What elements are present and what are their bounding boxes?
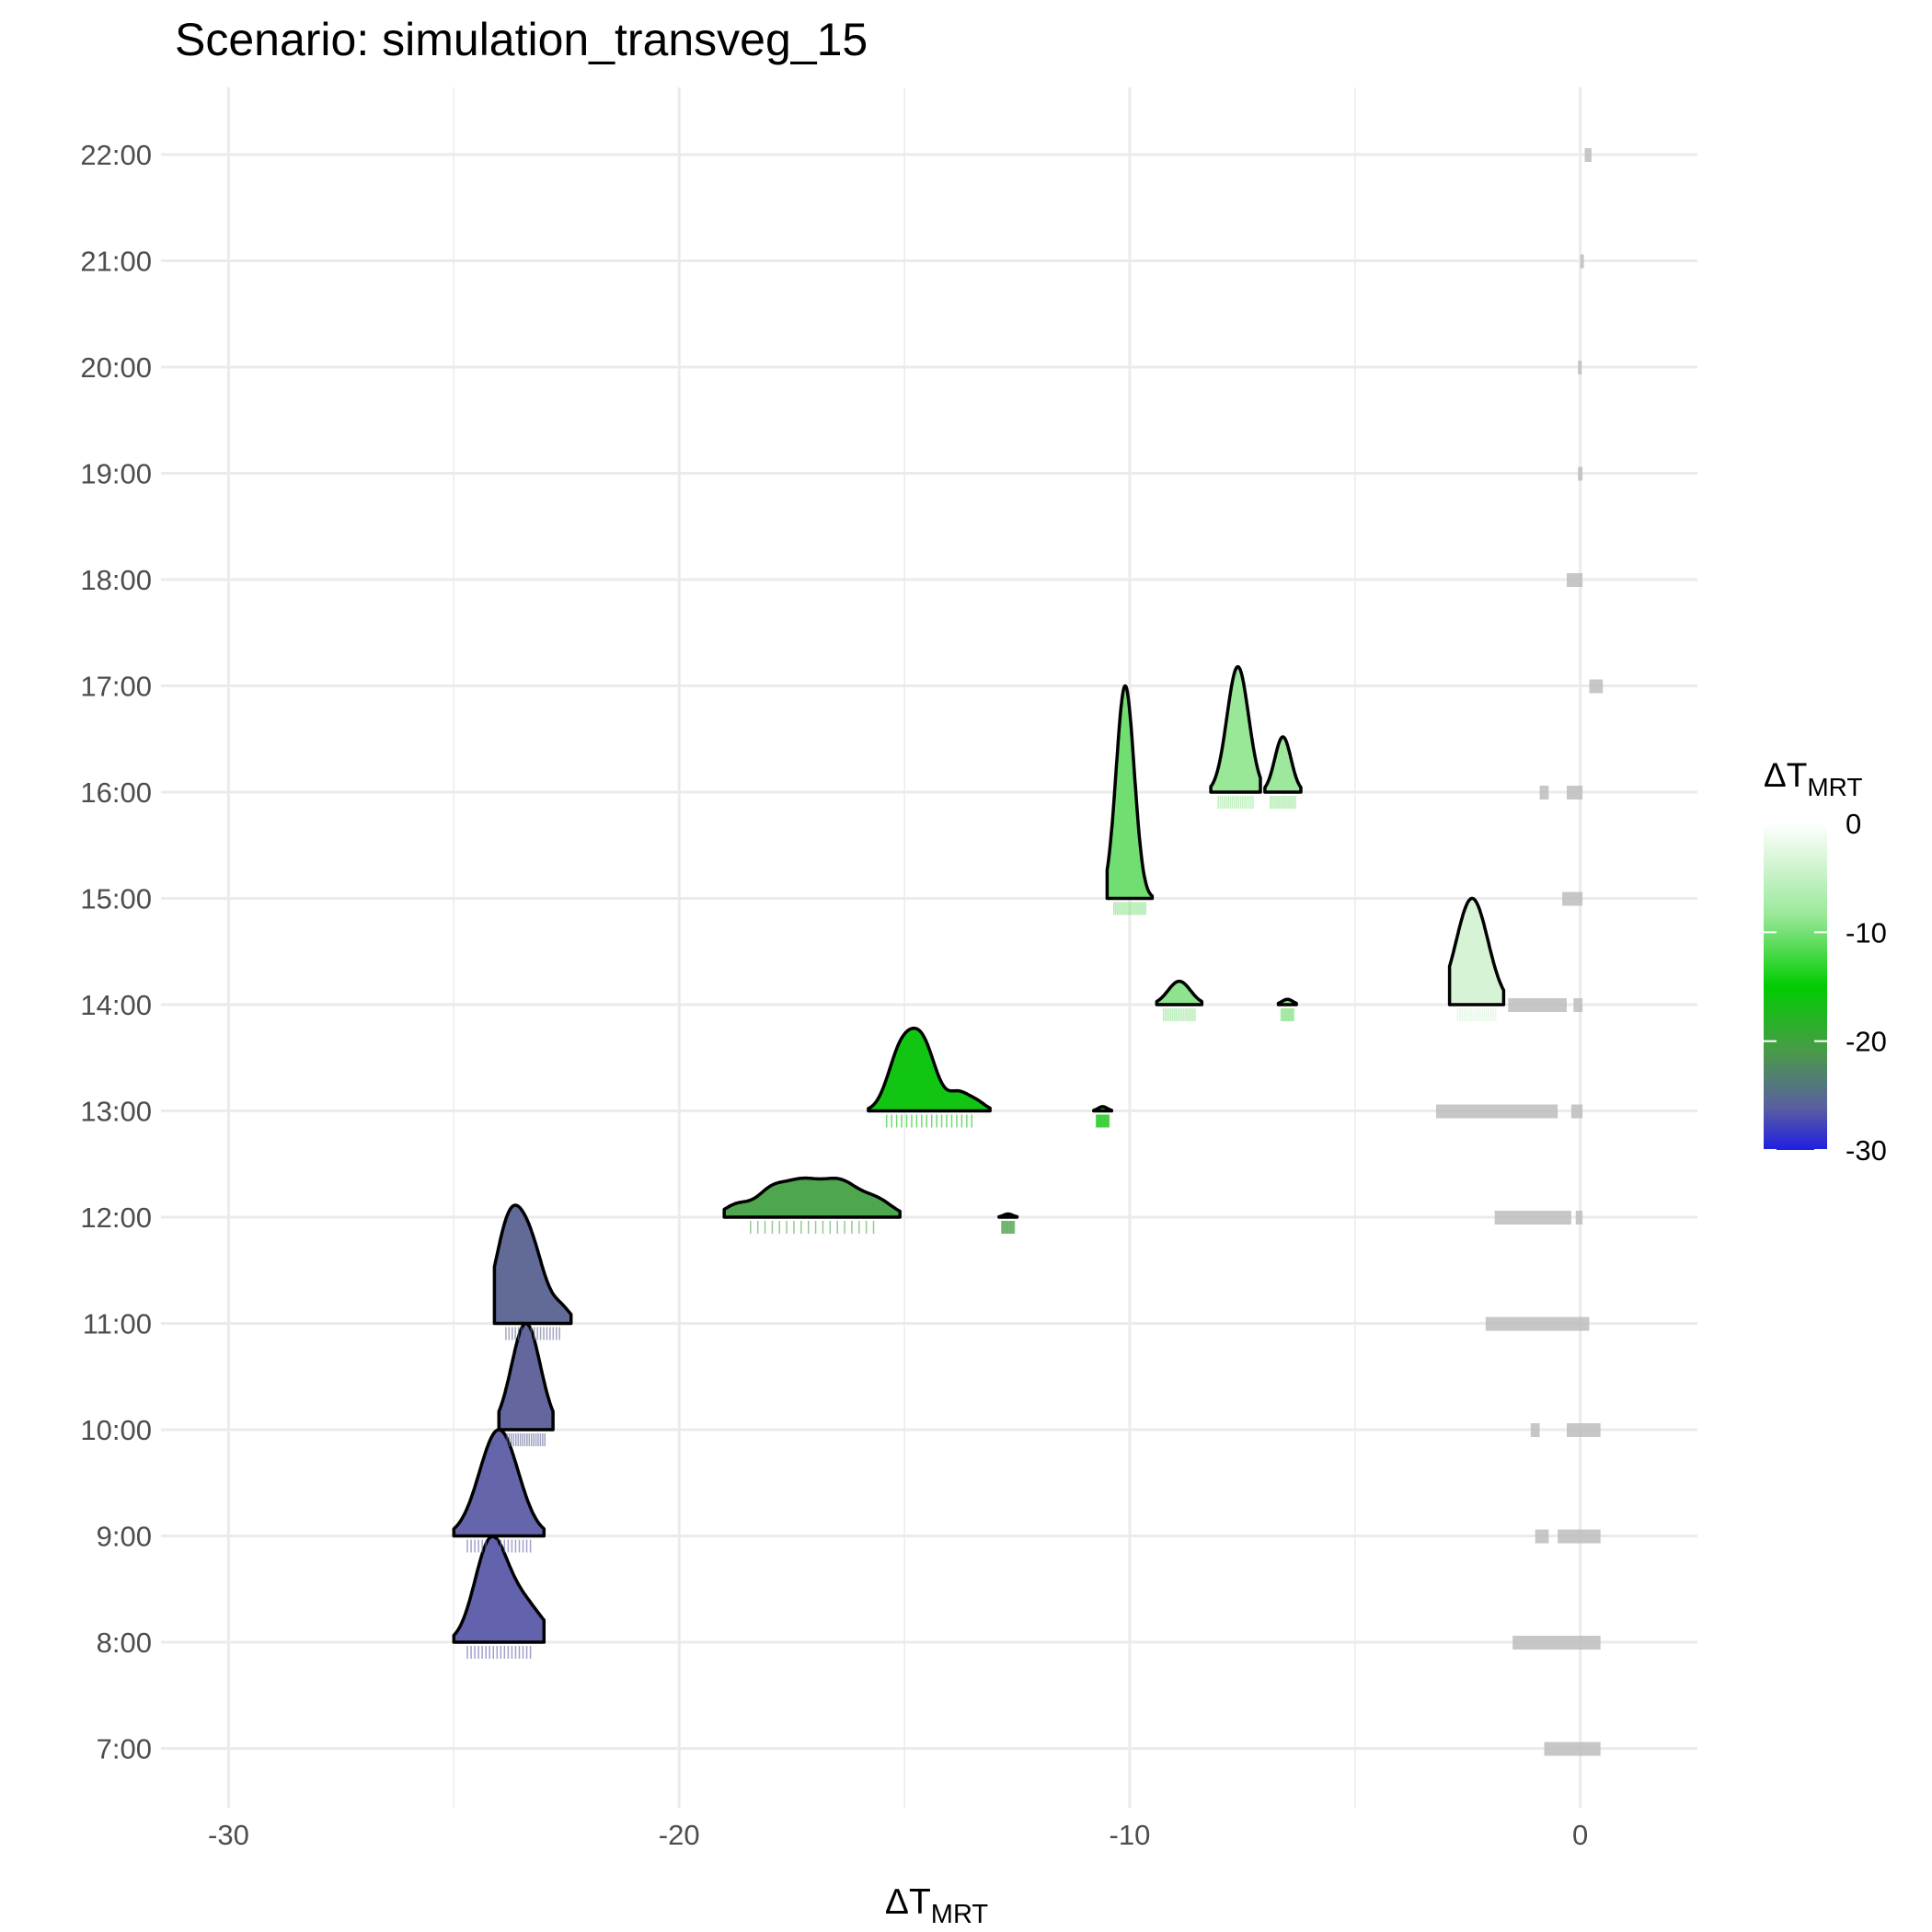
- rug-band: [1578, 361, 1582, 374]
- y-tick-label: 17:00: [80, 671, 152, 703]
- rug-band: [1435, 1104, 1558, 1119]
- density-ridge: [492, 1203, 573, 1326]
- legend-ticks: 0 -10 -20 -30: [1764, 808, 1887, 1167]
- x-axis-title-main: ΔT: [885, 1882, 931, 1922]
- density-ridge: [1209, 664, 1262, 794]
- y-tick-label: 11:00: [83, 1308, 152, 1340]
- y-tick-label: 20:00: [80, 351, 152, 384]
- density-ridge: [1447, 896, 1506, 1006]
- rug-marks: [1435, 148, 1604, 1756]
- legend-colorbar: [1764, 823, 1827, 1150]
- rug-band: [1589, 679, 1604, 694]
- x-tick-label: 0: [1572, 1819, 1588, 1851]
- legend-title-main: ΔT: [1764, 756, 1807, 794]
- rug-band: [1566, 786, 1583, 799]
- rug-band: [1566, 1423, 1601, 1437]
- y-tick-label: 9:00: [97, 1521, 152, 1553]
- density-ridge: [722, 1176, 902, 1219]
- rug-band: [1539, 786, 1549, 799]
- density-ridge: [997, 1212, 1019, 1219]
- rug-band: [1578, 466, 1583, 481]
- density-ridge: [497, 1321, 555, 1432]
- y-tick-label: 8:00: [97, 1627, 152, 1659]
- density-ridge: [452, 1535, 546, 1644]
- y-tick-label: 10:00: [80, 1414, 152, 1446]
- y-tick-label: 16:00: [80, 776, 152, 809]
- axis-ticks: -30 -20 -10 0 7:00 8:00 9:00 10:00 11:00 12:00 13:…: [80, 139, 1588, 1851]
- density-ridge: [1155, 979, 1204, 1006]
- density-ridge: [1092, 1105, 1114, 1113]
- rug-band: [1570, 1104, 1583, 1119]
- density-ridge: [452, 1428, 546, 1538]
- legend-label: 0: [1846, 808, 1861, 840]
- rug-band: [1573, 998, 1583, 1012]
- rug-band: [1584, 148, 1592, 162]
- density-ridge: [1276, 997, 1298, 1006]
- density-ridge: [1105, 684, 1155, 901]
- legend-label: -10: [1846, 916, 1887, 949]
- rug-band: [1530, 1423, 1540, 1437]
- y-tick-label: 18:00: [80, 564, 152, 596]
- legend-title-sub: MRT: [1807, 773, 1862, 801]
- x-axis-title-sub: MRT: [931, 1900, 989, 1929]
- rug-band: [1494, 1211, 1571, 1225]
- legend-label: -30: [1846, 1134, 1887, 1167]
- x-tick-label: -10: [1110, 1819, 1151, 1851]
- rug-band: [1562, 891, 1583, 906]
- y-tick-label: 12:00: [80, 1202, 152, 1234]
- chart-title: Scenario: simulation_transveg_15: [175, 14, 868, 65]
- legend-label: -20: [1846, 1026, 1887, 1058]
- rug-band: [1566, 573, 1583, 587]
- rug-band: [1485, 1317, 1590, 1331]
- density-ridges: [452, 664, 1506, 1659]
- y-tick-label: 14:00: [80, 989, 152, 1021]
- rug-band: [1544, 1742, 1601, 1756]
- rug-band: [1512, 1636, 1601, 1650]
- rug-band: [1558, 1529, 1601, 1544]
- x-tick-label: -20: [659, 1819, 700, 1851]
- x-axis-title: ΔTMRT: [885, 1882, 988, 1929]
- legend-title: ΔTMRT: [1764, 756, 1862, 801]
- y-tick-label: 7:00: [97, 1733, 152, 1765]
- y-tick-label: 15:00: [80, 883, 152, 915]
- y-tick-label: 19:00: [80, 458, 152, 490]
- rug-band: [1580, 254, 1584, 269]
- rug-band: [1575, 1211, 1583, 1225]
- x-tick-label: -30: [208, 1819, 249, 1851]
- rug-band: [1508, 998, 1567, 1012]
- density-ridge: [1263, 735, 1303, 794]
- legend: ΔTMRT 0 -10 -20 -30: [1764, 756, 1887, 1167]
- rug-band: [1535, 1529, 1549, 1544]
- y-tick-label: 13:00: [80, 1096, 152, 1128]
- density-ridge: [867, 1026, 992, 1113]
- y-tick-label: 22:00: [80, 139, 152, 171]
- y-tick-label: 21:00: [80, 246, 152, 278]
